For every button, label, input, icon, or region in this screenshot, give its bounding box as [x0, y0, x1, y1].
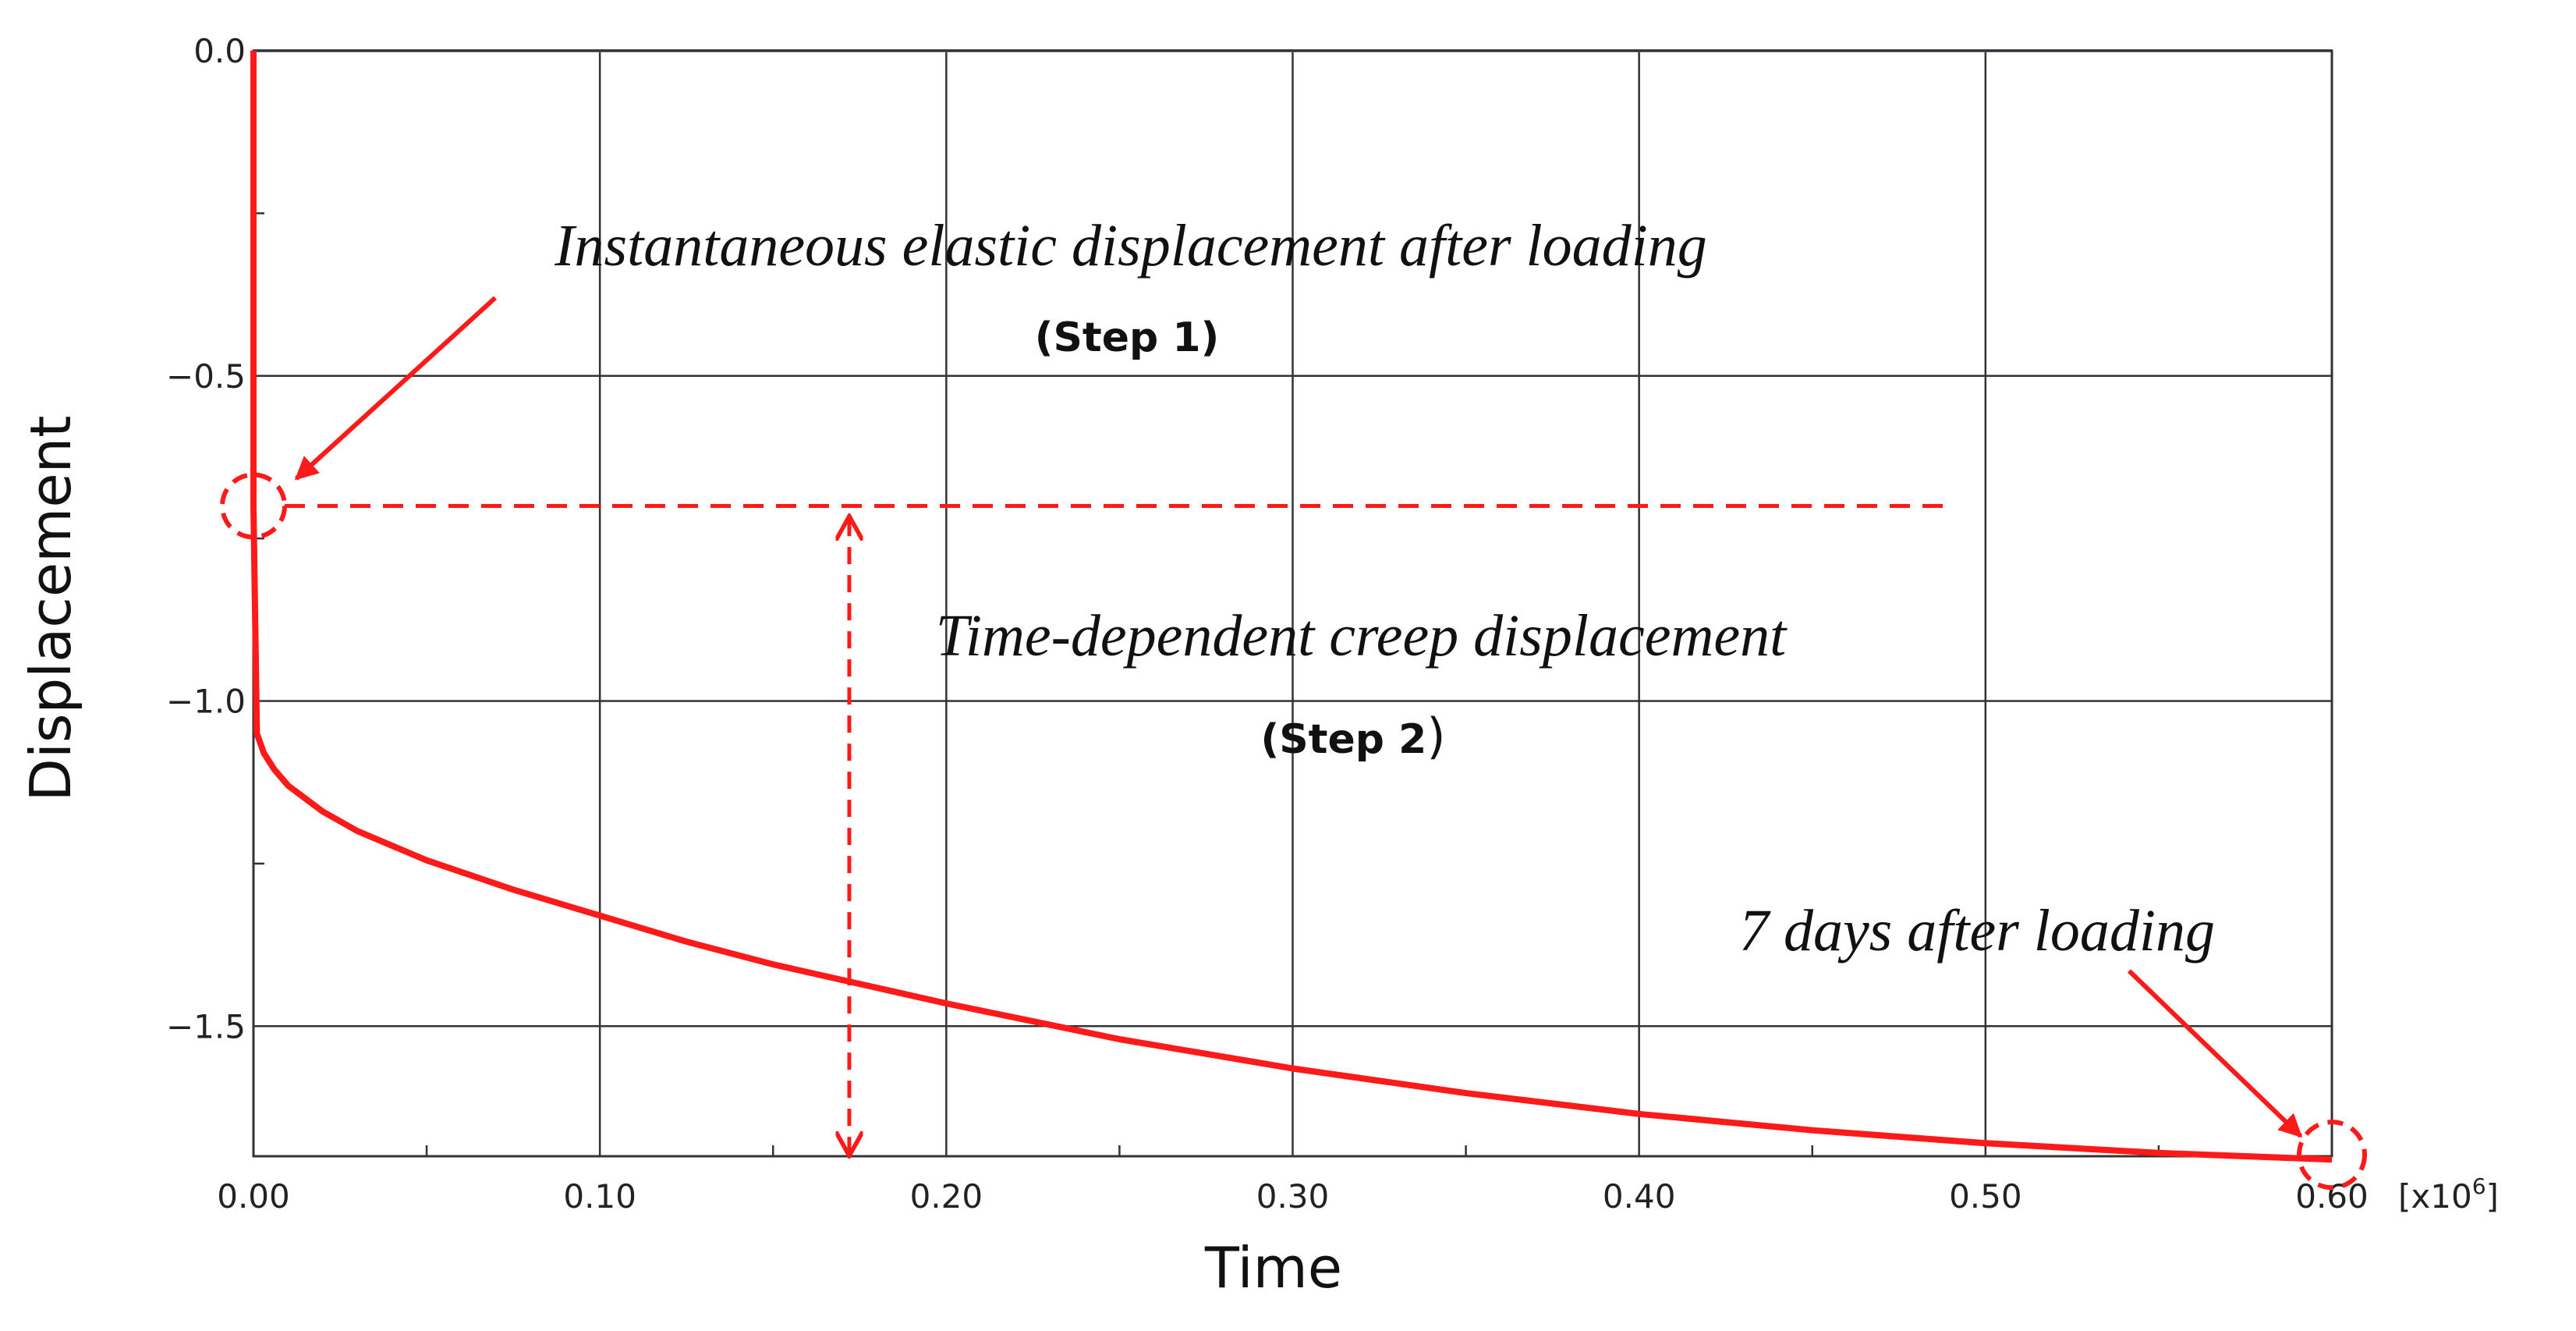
x-tick-label: 0.10: [563, 1177, 636, 1216]
x-tick-label: 0.30: [1256, 1177, 1330, 1216]
y-axis-label: Displacement: [18, 416, 83, 802]
y-tick-label: −0.5: [166, 357, 246, 396]
y-tick-label: −1.5: [166, 1007, 246, 1045]
creep-annotation: Time-dependent creep displacement: [936, 603, 1788, 669]
x-tick-label: 0.40: [1603, 1177, 1676, 1216]
step2-label-paren: ): [1426, 708, 1445, 765]
end-annotation: 7 days after loading: [1739, 898, 2215, 964]
end-pointer-arrow: [2127, 969, 2303, 1138]
elastic-point-marker: [220, 472, 287, 540]
x-axis-unit-exponent: 6: [2472, 1173, 2486, 1199]
elastic-pointer-arrow: [294, 296, 498, 481]
tick-labels: 0.00 0.10 0.20 0.30 0.40 0.50 0.60 0.0 −0.5 −1.0 −…: [166, 32, 2369, 1216]
x-axis-label: Time: [1204, 1235, 1342, 1301]
y-tick-label: 0.0: [193, 32, 246, 70]
series-line: [250, 51, 2333, 1163]
step1-label: (Step 1): [1035, 314, 1220, 361]
x-tick-label: 0.60: [2295, 1177, 2369, 1216]
series: [250, 51, 2333, 1163]
x-axis-unit-base: [x10: [2398, 1177, 2472, 1216]
x-tick-label: 0.50: [1949, 1177, 2022, 1216]
step2-label: (Step 2): [1260, 708, 1445, 765]
elastic-annotation: Instantaneous elastic displacement after…: [554, 213, 1707, 279]
x-axis-unit: [x106]: [2398, 1173, 2499, 1216]
step2-label-text: (Step 2: [1260, 716, 1426, 763]
y-tick-label: −1.0: [166, 683, 246, 721]
end-point-marker: [2297, 1120, 2367, 1191]
x-tick-label: 0.00: [217, 1177, 290, 1216]
x-tick-label: 0.20: [910, 1177, 983, 1216]
annotations: [220, 296, 2367, 1191]
x-axis-unit-close: ]: [2486, 1177, 2499, 1216]
